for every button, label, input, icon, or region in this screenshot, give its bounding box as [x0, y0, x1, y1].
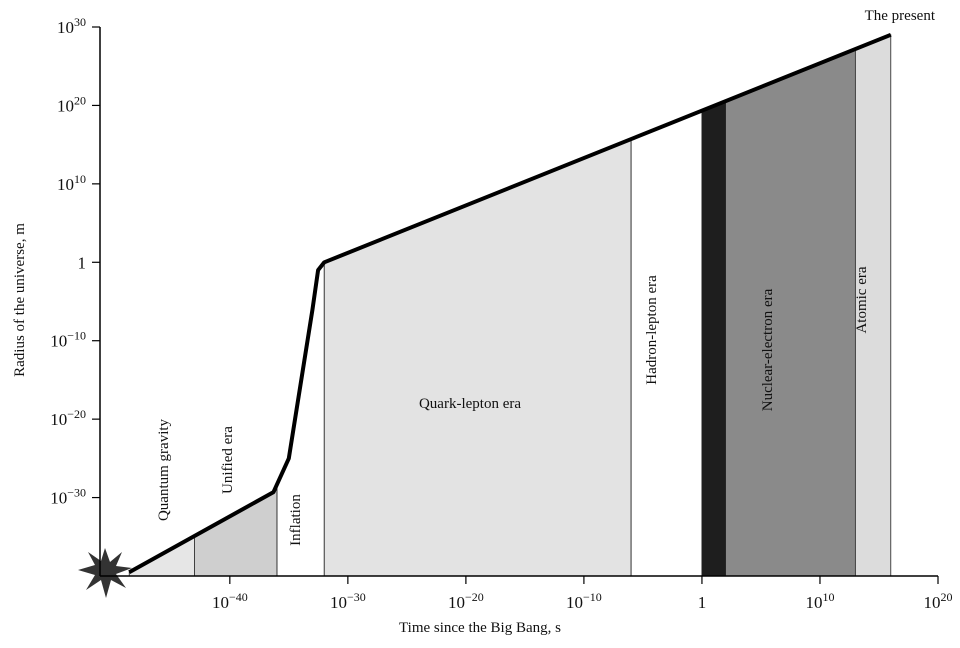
y-tick-label: 10−30 — [50, 486, 86, 508]
era-region — [725, 48, 856, 577]
x-tick-label: 1020 — [924, 590, 953, 612]
x-axis-title: Time since the Big Bang, s — [399, 620, 561, 636]
y-tick-label: 1020 — [57, 93, 86, 115]
era-region — [701, 100, 726, 577]
y-tick-label: 10−20 — [50, 407, 86, 429]
era-region — [630, 110, 703, 577]
y-axis-title: Radius of the universe, m — [12, 223, 28, 377]
x-tick-label: 10−10 — [566, 590, 602, 612]
era-label: Inflation — [288, 494, 304, 546]
x-tick-label: 10−40 — [212, 590, 248, 612]
era-region — [323, 138, 632, 577]
y-tick-label: 1010 — [57, 172, 86, 194]
y-tick-label: 1 — [78, 253, 87, 272]
x-tick-label: 1010 — [805, 590, 834, 612]
y-tick-label: 1030 — [57, 15, 86, 37]
radius-curve — [128, 32, 892, 575]
y-tick-label: 10−10 — [50, 329, 86, 351]
big-bang-burst — [78, 548, 132, 598]
present-annotation: The present — [865, 8, 936, 24]
era-regions — [128, 34, 892, 577]
era-label: Nuclear-electron era — [760, 288, 776, 411]
era-label: Hadron-lepton era — [644, 275, 660, 385]
era-label: Atomic era — [854, 266, 870, 333]
x-tick-label: 10−20 — [448, 590, 484, 612]
x-tick-label: 10−30 — [330, 590, 366, 612]
era-label: Unified era — [220, 426, 236, 494]
era-label: Quantum gravity — [156, 418, 172, 521]
era-label: Quark-lepton era — [419, 396, 521, 412]
x-tick-label: 1 — [698, 593, 707, 612]
